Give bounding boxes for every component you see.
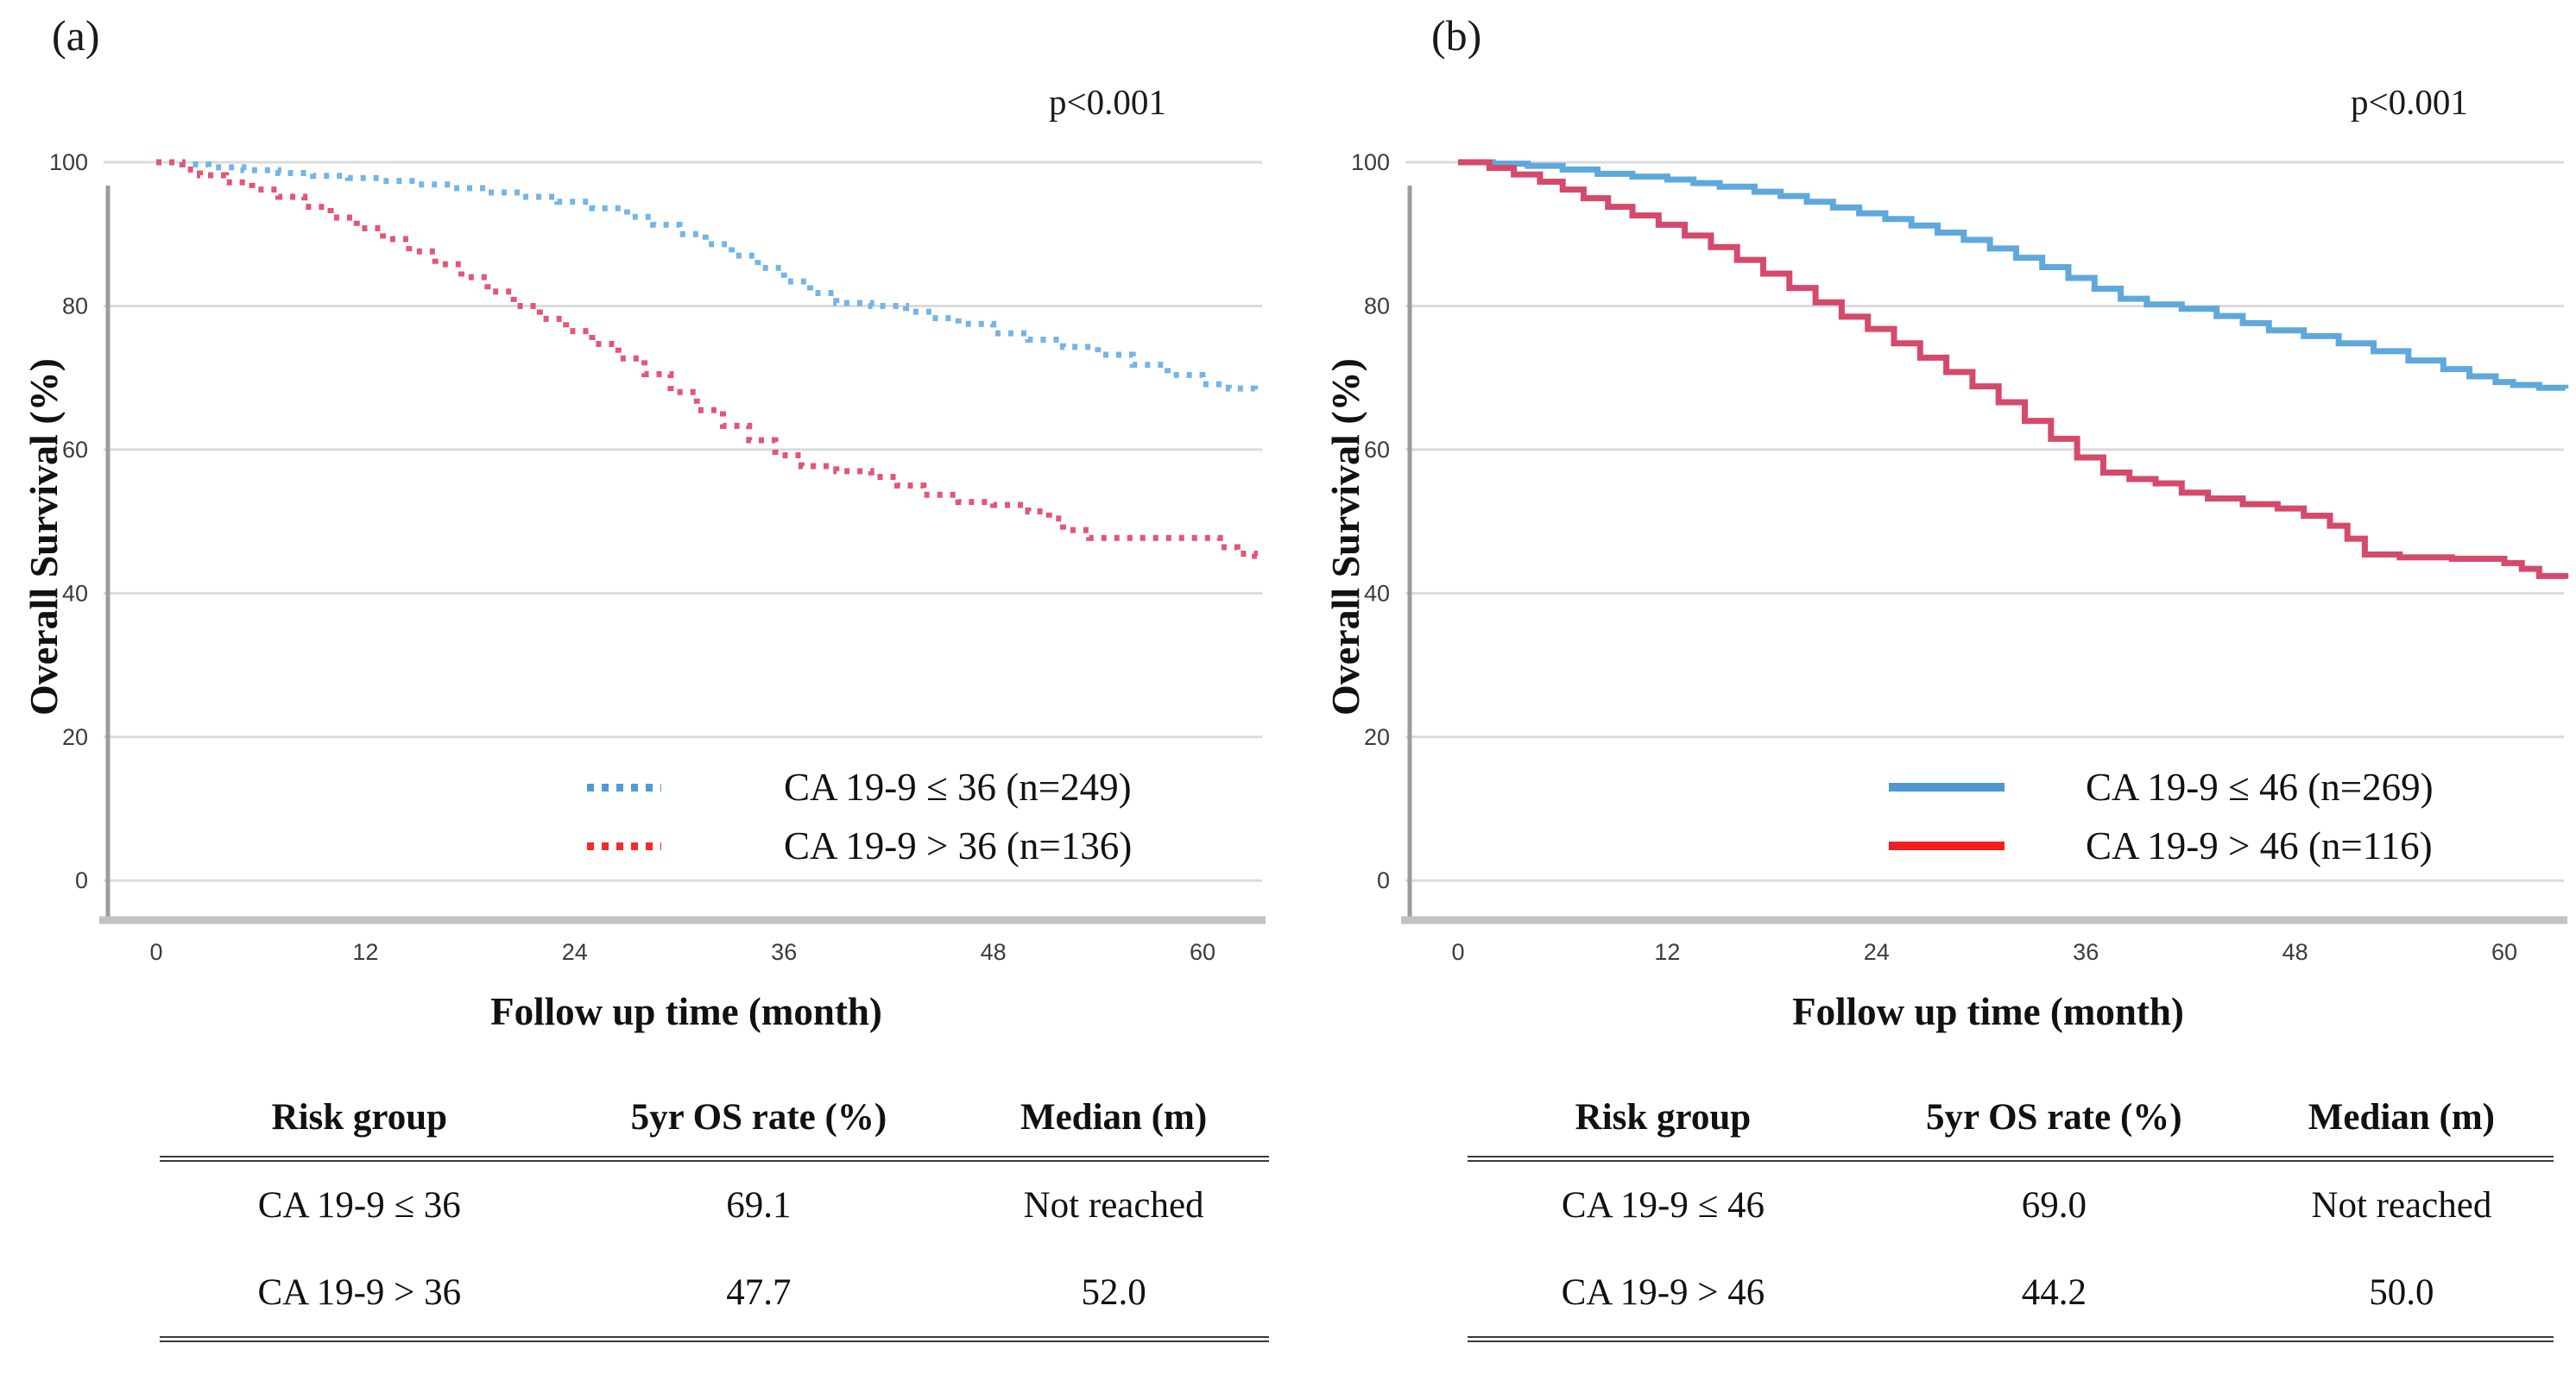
panel-a-label: (a) xyxy=(52,11,100,60)
svg-text:60: 60 xyxy=(62,437,88,463)
table-header-row: Risk group 5yr OS rate (%) Median (m) xyxy=(160,1096,1269,1162)
panel-b-label: (b) xyxy=(1431,11,1482,60)
table-row: CA 19-9 > 36 47.7 52.0 xyxy=(160,1249,1269,1342)
legend-item: CA 19-9 > 46 (n=116) xyxy=(1889,817,2434,875)
svg-text:0: 0 xyxy=(149,939,162,965)
svg-text:24: 24 xyxy=(562,939,588,965)
svg-text:48: 48 xyxy=(981,939,1007,965)
column-header: Median (m) xyxy=(958,1096,1269,1162)
svg-text:36: 36 xyxy=(771,939,797,965)
panel-b-x-axis-title: Follow up time (month) xyxy=(1792,990,2184,1033)
legend-item: CA 19-9 > 36 (n=136) xyxy=(587,817,1132,875)
legend-label: CA 19-9 ≤ 36 (n=249) xyxy=(784,766,1132,809)
svg-text:0: 0 xyxy=(75,867,88,893)
os-rate-cell: 47.7 xyxy=(559,1249,959,1342)
svg-text:12: 12 xyxy=(352,939,378,965)
median-cell: Not reached xyxy=(2311,1185,2492,1226)
risk-group-cell: CA 19-9 ≤ 36 xyxy=(257,1185,461,1226)
legend-label: CA 19-9 > 36 (n=136) xyxy=(784,824,1133,867)
risk-group-cell: CA 19-9 > 36 xyxy=(160,1249,559,1342)
svg-text:24: 24 xyxy=(1864,939,1890,965)
legend-item: CA 19-9 ≤ 36 (n=249) xyxy=(587,758,1132,817)
svg-text:0: 0 xyxy=(1377,867,1390,893)
svg-text:36: 36 xyxy=(2073,939,2099,965)
os-rate-cell: 69.1 xyxy=(726,1185,792,1226)
svg-text:40: 40 xyxy=(1364,580,1390,606)
risk-group-cell: CA 19-9 > 46 xyxy=(1468,1249,1859,1342)
column-header: Risk group xyxy=(160,1096,559,1162)
svg-text:100: 100 xyxy=(1351,149,1390,175)
svg-text:48: 48 xyxy=(2282,939,2308,965)
column-header: Median (m) xyxy=(2249,1096,2554,1162)
legend-label: CA 19-9 > 46 (n=116) xyxy=(2086,824,2433,867)
legend-label: CA 19-9 ≤ 46 (n=269) xyxy=(2086,766,2434,809)
table-row: CA 19-9 ≤ 36 69.1 Not reached xyxy=(160,1159,1269,1250)
column-header: Risk group xyxy=(1468,1096,1859,1162)
solid-blue-line-swatch-icon xyxy=(1889,783,2005,792)
panel-a-legend: CA 19-9 ≤ 36 (n=249) CA 19-9 > 36 (n=136… xyxy=(587,758,1132,875)
column-header: 5yr OS rate (%) xyxy=(559,1096,959,1162)
svg-text:20: 20 xyxy=(1364,724,1390,750)
table-row: CA 19-9 ≤ 46 69.0 Not reached xyxy=(1468,1159,2554,1250)
svg-text:100: 100 xyxy=(49,149,88,175)
svg-text:80: 80 xyxy=(1364,293,1390,319)
column-header: 5yr OS rate (%) xyxy=(1858,1096,2250,1162)
table-row: CA 19-9 > 46 44.2 50.0 xyxy=(1468,1249,2554,1342)
svg-text:20: 20 xyxy=(62,724,88,750)
panel-a-summary-table: Risk group 5yr OS rate (%) Median (m) CA… xyxy=(160,1096,1269,1342)
dotted-blue-line-swatch-icon xyxy=(587,783,661,792)
table-header-row: Risk group 5yr OS rate (%) Median (m) xyxy=(1468,1096,2554,1162)
svg-text:60: 60 xyxy=(1364,437,1390,463)
os-rate-cell: 44.2 xyxy=(1858,1249,2250,1342)
panel-a-km-chart: 100 80 60 40 20 0 0 12 24 36 48 60 xyxy=(49,149,1266,965)
svg-text:40: 40 xyxy=(62,580,88,606)
dotted-red-line-swatch-icon xyxy=(587,842,661,850)
os-rate-cell: 69.0 xyxy=(2021,1185,2087,1226)
svg-text:80: 80 xyxy=(62,293,88,319)
panel-b-summary-table: Risk group 5yr OS rate (%) Median (m) CA… xyxy=(1468,1096,2554,1342)
svg-text:0: 0 xyxy=(1451,939,1464,965)
panel-a-pvalue: p<0.001 xyxy=(1049,82,1166,122)
panel-b: (b) p<0.001 Overall Survival (%) 100 80 60… xyxy=(1302,0,2576,1375)
solid-red-line-swatch-icon xyxy=(1889,842,2005,850)
median-cell: 52.0 xyxy=(958,1249,1269,1342)
panel-a: (a) p<0.001 Overall Survival (%) 100 80 60… xyxy=(22,11,1269,1342)
svg-text:60: 60 xyxy=(1190,939,1215,965)
panel-b-pvalue: p<0.001 xyxy=(2351,82,2468,122)
svg-text:60: 60 xyxy=(2491,939,2517,965)
median-cell: Not reached xyxy=(1023,1185,1204,1226)
panel-a-x-axis-title: Follow up time (month) xyxy=(490,990,882,1033)
median-cell: 50.0 xyxy=(2249,1249,2554,1342)
svg-text:12: 12 xyxy=(1654,939,1680,965)
panel-b-legend: CA 19-9 ≤ 46 (n=269) CA 19-9 > 46 (n=116… xyxy=(1889,758,2434,875)
legend-item: CA 19-9 ≤ 46 (n=269) xyxy=(1889,758,2434,817)
panel-b-km-chart: 100 80 60 40 20 0 0 12 24 36 48 60 xyxy=(1351,149,2569,965)
risk-group-cell: CA 19-9 ≤ 46 xyxy=(1561,1185,1765,1226)
